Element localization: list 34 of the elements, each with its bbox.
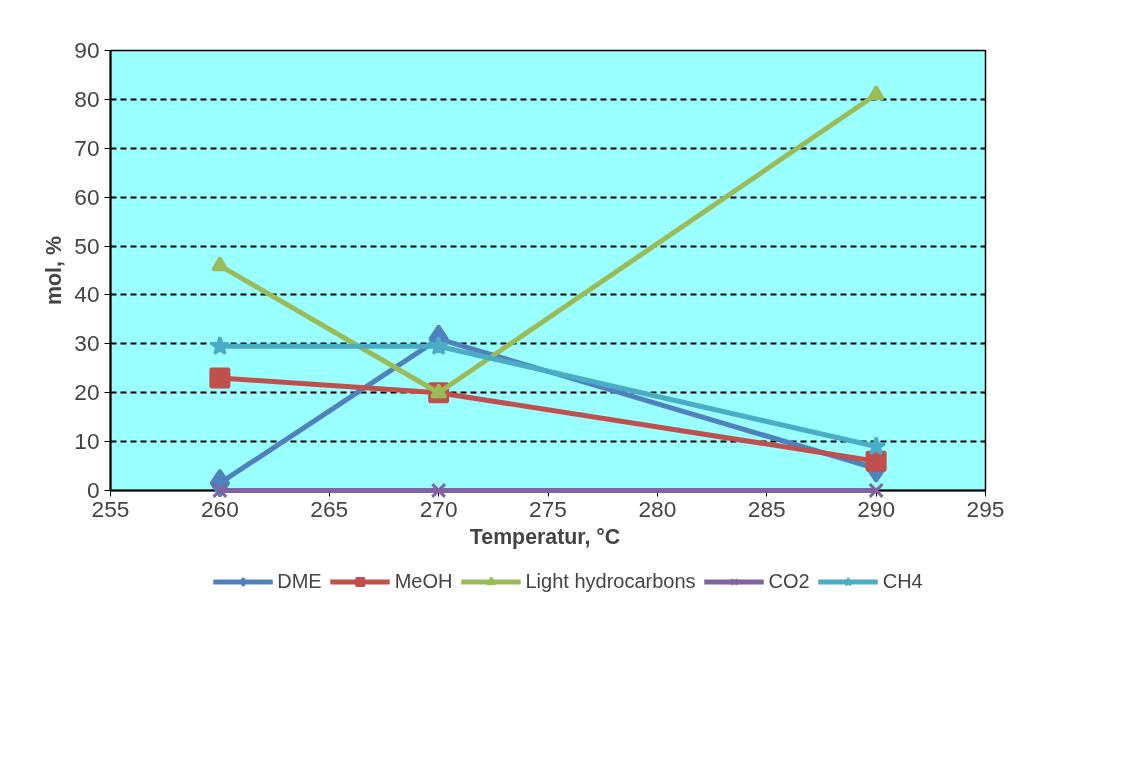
y-tick-label: 20 [74,379,100,406]
point [209,367,231,389]
point [430,482,447,499]
x-tick-label: 270 [419,495,458,522]
point [428,335,449,356]
point [430,383,448,399]
x-tick-label: 260 [200,495,239,522]
point [868,482,884,499]
y-tick-label: 90 [74,37,100,63]
point [867,84,885,101]
legend-label: CO2 [768,569,810,593]
x-tick-label: 265 [310,495,349,522]
y-tick-label: 70 [74,134,100,161]
point [211,256,229,272]
y-tick-label: 30 [74,330,100,357]
y-axis-title: mol, % [42,236,67,305]
legend-label: MeOH [394,569,453,593]
x-tick-label: 290 [857,495,896,522]
x-tick-label: 295 [966,495,1005,522]
legend-label: CH4 [882,569,923,593]
y-tick-label: 10 [74,428,100,455]
y-tick-label: 80 [74,85,100,112]
point [209,335,230,356]
point [865,450,887,472]
x-axis-title: Temperatur, °C [469,524,621,549]
legend-label: DME [277,569,322,593]
x-tick-label: 275 [529,495,567,522]
point [866,436,887,456]
x-tick-label: 280 [638,495,677,522]
y-tick-label: 40 [74,281,100,308]
x-tick-label: 285 [747,495,786,522]
legend-label: Light hydrocarbons [525,569,696,593]
y-tick-label: 60 [74,183,100,210]
y-tick-label: 50 [74,232,100,259]
